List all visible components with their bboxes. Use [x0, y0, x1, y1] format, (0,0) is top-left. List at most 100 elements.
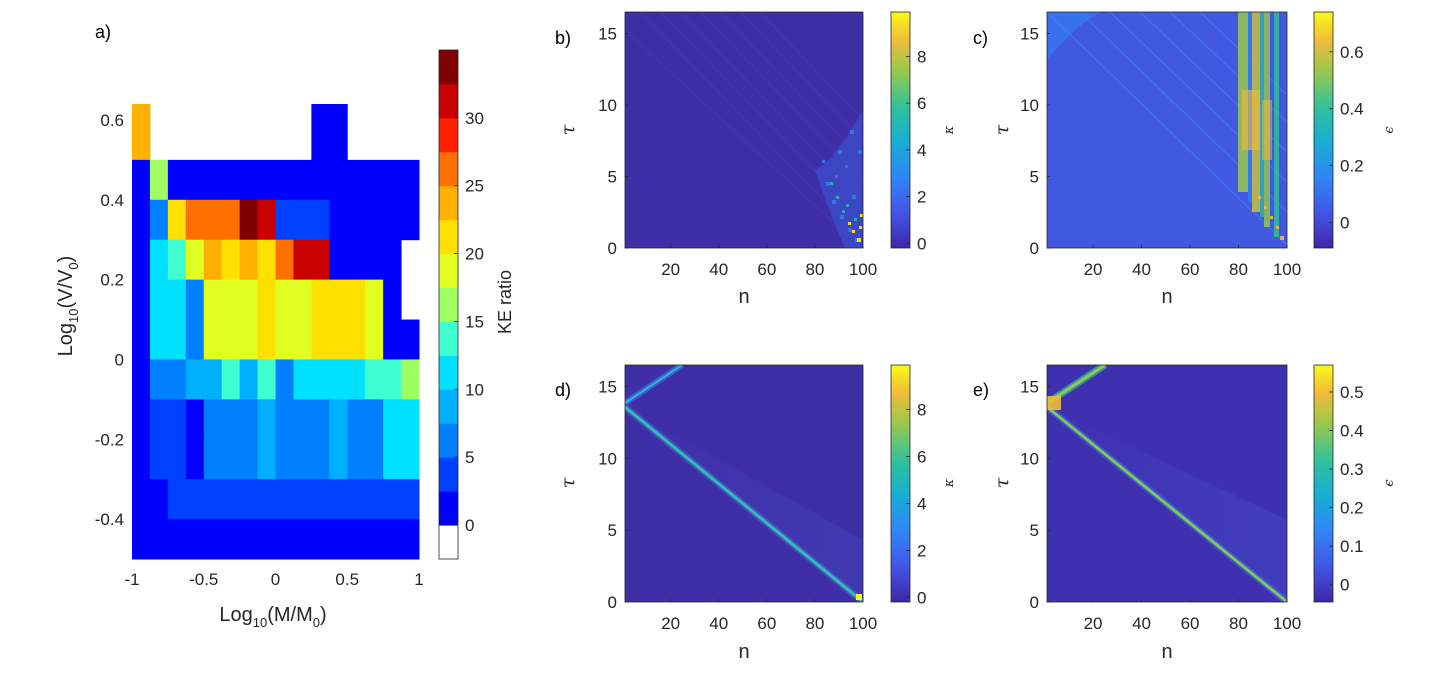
panel-e-y-label: τ	[991, 477, 1013, 488]
panel-e-x-label: n	[1161, 641, 1172, 663]
heatmap-cell	[203, 399, 259, 440]
colorbar-gradient	[1313, 11, 1334, 249]
panel-c-image	[1047, 12, 1287, 248]
panel-d-x-label: n	[738, 641, 749, 663]
panel-c-axes-box	[1046, 11, 1288, 249]
heatmap-cell	[311, 319, 366, 360]
heatmap-cell	[167, 159, 420, 201]
heatmap-cell	[383, 439, 420, 480]
panel-e-colorbar: 0 0.1 0.2 0.3 0.4 0.5	[1313, 364, 1364, 603]
heatmap-cell	[149, 159, 169, 201]
x-tick-label: 60	[757, 260, 776, 279]
heatmap-cell	[239, 199, 259, 241]
heatmap-cell	[311, 103, 348, 161]
panel-b-background	[625, 12, 863, 248]
x-tick-label: 20	[661, 260, 680, 279]
y-tick-label: 5	[1030, 521, 1039, 540]
colorbar-segment	[439, 457, 458, 492]
heatmap-cell	[185, 319, 205, 360]
colorbar-tick-label: 2	[917, 188, 926, 207]
colorbar-segment	[439, 423, 458, 458]
panel-c-x-ticks: 20 40 60 80 100	[1084, 245, 1301, 279]
heatmap-cell	[383, 279, 402, 321]
heatmap-cell	[311, 279, 366, 321]
x-tick-label: 80	[1229, 614, 1248, 633]
x-tick-label: 60	[757, 614, 776, 633]
colorbar-tick-label: 0.3	[1340, 460, 1364, 479]
x-tick-label: 20	[1084, 260, 1103, 279]
y-tick-label: 0	[1030, 239, 1039, 258]
heatmap-cell	[132, 399, 151, 440]
heatmap-cell	[132, 479, 169, 520]
heatmap-cell	[185, 199, 241, 241]
y-tick-label: 15	[1020, 378, 1039, 397]
x-tick-label: 60	[1181, 614, 1200, 633]
panel-d: d) 20 40 60 80 100 0 5 10 15 n τ 0 2 4 6 8 κ	[555, 364, 957, 663]
panel-d-y-label: τ	[557, 477, 579, 488]
heatmap-cell	[203, 239, 223, 281]
panel-c-colorbar-label: ϵ	[1382, 126, 1397, 134]
panel-a-cells	[132, 103, 420, 560]
colorbar-tick-label: 0.6	[1340, 43, 1364, 62]
heatmap-cell	[275, 239, 294, 281]
y-tick-label: 5	[1030, 167, 1039, 186]
panel-d-wavefront	[625, 405, 863, 602]
heatmap-cell	[132, 239, 151, 281]
x-tick-label: -0.5	[189, 570, 218, 589]
y-tick-label: 5	[608, 167, 617, 186]
panel-c-colorbar: 0 0.2 0.4 0.6	[1313, 11, 1364, 249]
heatmap-cell	[239, 359, 259, 400]
x-tick-label: 60	[1181, 260, 1200, 279]
colorbar-segment	[439, 355, 458, 390]
x-tick-label: 0.5	[335, 570, 359, 589]
colorbar-segment	[439, 117, 458, 153]
heatmap-cell	[257, 359, 276, 400]
panel-a-y-ticks: 0.6 0.4 0.2 0 -0.2 -0.4	[95, 111, 124, 529]
x-tick-label: 100	[849, 260, 877, 279]
colorbar-tick-label: 20	[465, 245, 484, 264]
colorbar-tick-label: 0	[917, 588, 926, 607]
colorbar-tick-label: 4	[917, 141, 926, 160]
colorbar-tick-label: 6	[917, 448, 926, 467]
heatmap-cell	[132, 439, 151, 480]
y-tick-label: 0	[608, 239, 617, 258]
panel-b-y-ticks: 0 5 10 15	[598, 24, 628, 258]
x-tick-label: 1	[414, 570, 423, 589]
heatmap-cell	[132, 159, 151, 201]
y-tick-label: -0.2	[95, 430, 124, 449]
panel-c-y-label: τ	[991, 124, 1013, 135]
y-tick-label: 10	[1020, 96, 1039, 115]
heatmap-cell	[167, 479, 420, 520]
heatmap-cell	[257, 239, 276, 281]
panel-b-bright-edge	[848, 214, 863, 242]
heatmap-cell	[221, 359, 241, 400]
panel-d-source	[856, 594, 862, 600]
colorbar-tick-label: 0.5	[1340, 383, 1364, 402]
colorbar-tick-label: 25	[465, 177, 484, 196]
panel-a: a) 0.6 0.4 0.2 0 -0.2 -0.4 -1 -0.5 0 0.5 1 Log10(…	[55, 22, 515, 630]
colorbar-segment	[439, 389, 458, 424]
heatmap-cell	[149, 199, 169, 241]
panel-c: c) 20 40 6	[973, 11, 1397, 308]
heatmap-cell	[347, 439, 384, 480]
x-tick-label: 40	[709, 260, 728, 279]
heatmap-cell	[257, 199, 276, 241]
colorbar-tick-label: 0.1	[1340, 537, 1364, 556]
heatmap-cell	[257, 279, 276, 321]
colorbar-gradient	[890, 364, 911, 603]
heatmap-cell	[257, 399, 276, 440]
heatmap-cell	[221, 239, 241, 281]
heatmap-cell	[383, 399, 420, 440]
colorbar-segment	[439, 525, 458, 560]
colorbar-frame	[438, 49, 459, 560]
panel-d-image	[625, 365, 863, 602]
heatmap-cell	[275, 439, 330, 480]
y-tick-label: 0	[1030, 593, 1039, 612]
panel-e-corner-peak	[1047, 396, 1061, 410]
y-tick-label: 15	[598, 378, 617, 397]
colorbar-tick-label: 10	[465, 380, 484, 399]
panel-c-vertical-bands	[1238, 12, 1279, 237]
y-tick-label: 5	[608, 521, 617, 540]
heatmap-cell	[149, 359, 187, 400]
